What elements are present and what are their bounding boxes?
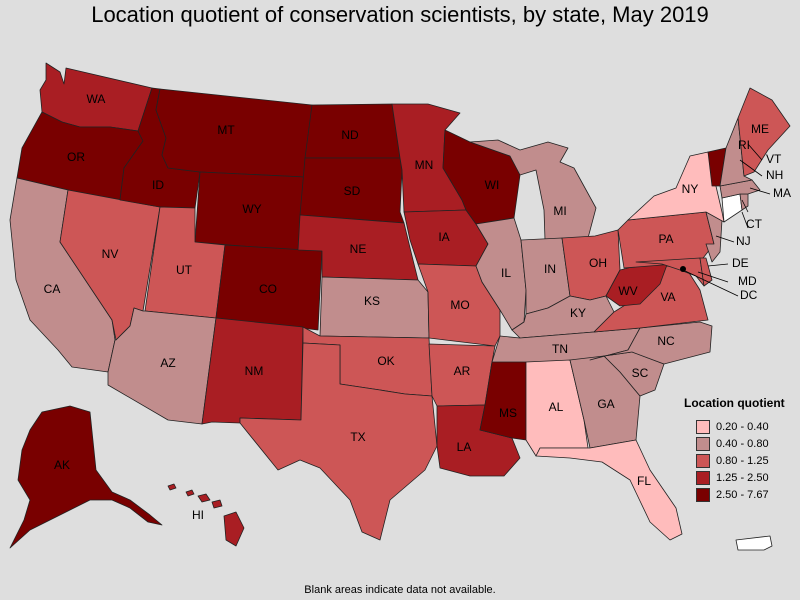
state-label-nc: NC bbox=[657, 334, 675, 348]
legend-label: 0.40 - 0.80 bbox=[716, 437, 769, 450]
state-label-az: AZ bbox=[160, 356, 175, 370]
state-label-nj: NJ bbox=[736, 234, 751, 248]
state-label-ar: AR bbox=[454, 364, 471, 378]
legend-item: 1.25 - 2.50 bbox=[684, 469, 796, 486]
state-label-ne: NE bbox=[350, 242, 367, 256]
state-label-mt: MT bbox=[217, 123, 235, 137]
state-tx[interactable] bbox=[239, 342, 438, 541]
legend-swatch bbox=[696, 470, 710, 485]
state-label-fl: FL bbox=[637, 474, 651, 488]
state-label-ia: IA bbox=[438, 230, 449, 244]
state-label-ca: CA bbox=[44, 282, 61, 296]
state-label-ut: UT bbox=[176, 263, 193, 277]
state-label-wi: WI bbox=[485, 178, 500, 192]
state-label-la: LA bbox=[457, 440, 472, 454]
legend-swatch bbox=[696, 419, 710, 434]
state-label-nm: NM bbox=[245, 364, 264, 378]
state-label-ma: MA bbox=[773, 186, 791, 200]
state-mi[interactable] bbox=[469, 139, 597, 241]
state-label-mi: MI bbox=[553, 204, 566, 218]
state-label-ga: GA bbox=[597, 397, 614, 411]
state-label-ri: RI bbox=[738, 138, 750, 152]
state-me[interactable] bbox=[737, 87, 791, 177]
footnote: Blank areas indicate data not available. bbox=[304, 584, 496, 596]
legend-swatch bbox=[696, 487, 710, 502]
legend-swatch bbox=[696, 453, 710, 468]
legend-item: 0.20 - 0.40 bbox=[684, 418, 796, 435]
state-label-al: AL bbox=[549, 400, 564, 414]
state-ct[interactable] bbox=[721, 193, 743, 223]
state-label-ky: KY bbox=[570, 306, 586, 320]
state-label-dc: DC bbox=[740, 288, 758, 302]
state-co[interactable] bbox=[215, 244, 323, 331]
state-label-id: ID bbox=[152, 178, 164, 192]
state-label-oh: OH bbox=[589, 256, 607, 270]
state-label-nv: NV bbox=[102, 247, 119, 261]
state-label-mn: MN bbox=[415, 158, 434, 172]
state-label-il: IL bbox=[501, 266, 511, 280]
state-label-ct: CT bbox=[746, 217, 763, 231]
legend-item: 2.50 - 7.67 bbox=[684, 486, 796, 503]
state-label-ms: MS bbox=[499, 406, 517, 420]
state-label-hi: HI bbox=[192, 508, 204, 522]
state-nh[interactable] bbox=[719, 117, 753, 187]
state-label-sc: SC bbox=[632, 366, 649, 380]
state-label-ks: KS bbox=[364, 294, 380, 308]
state-label-ok: OK bbox=[377, 354, 394, 368]
legend-title: Location quotient bbox=[684, 396, 785, 410]
territory-pr[interactable] bbox=[735, 535, 773, 551]
state-label-md: MD bbox=[738, 274, 757, 288]
legend-label: 0.80 - 1.25 bbox=[716, 454, 769, 467]
state-label-or: OR bbox=[67, 150, 85, 164]
legend: Location quotient 0.20 - 0.40 0.40 - 0.80… bbox=[684, 396, 796, 503]
state-label-tx: TX bbox=[350, 430, 365, 444]
state-label-mo: MO bbox=[450, 298, 469, 312]
state-label-de: DE bbox=[732, 256, 749, 270]
state-labels: WA OR CA NV ID MT WY UT AZ CO NM ND SD NE KS OK TX MN IA MO… bbox=[44, 92, 791, 522]
state-hi[interactable] bbox=[167, 483, 245, 547]
legend-item: 0.80 - 1.25 bbox=[684, 452, 796, 469]
state-label-co: CO bbox=[259, 282, 277, 296]
state-label-ak: AK bbox=[54, 458, 70, 472]
legend-label: 2.50 - 7.67 bbox=[716, 488, 769, 501]
state-label-tn: TN bbox=[552, 342, 568, 356]
state-label-ny: NY bbox=[682, 182, 699, 196]
label-leader-lines bbox=[682, 143, 771, 297]
legend-swatch bbox=[696, 436, 710, 451]
state-ak[interactable] bbox=[9, 405, 163, 549]
legend-item: 0.40 - 0.80 bbox=[684, 435, 796, 452]
state-fl[interactable] bbox=[535, 439, 683, 541]
state-label-nh: NH bbox=[766, 168, 783, 182]
state-label-wy: WY bbox=[242, 202, 261, 216]
state-label-va: VA bbox=[660, 290, 675, 304]
state-de[interactable] bbox=[699, 257, 713, 287]
map-title: Location quotient of conservation scient… bbox=[91, 2, 709, 27]
legend-label: 1.25 - 2.50 bbox=[716, 471, 769, 484]
state-label-vt: VT bbox=[766, 152, 782, 166]
state-label-wv: WV bbox=[618, 284, 637, 298]
state-label-wa: WA bbox=[87, 92, 106, 106]
state-label-me: ME bbox=[751, 122, 769, 136]
state-label-in: IN bbox=[544, 262, 556, 276]
legend-label: 0.20 - 0.40 bbox=[716, 420, 769, 433]
state-nc[interactable] bbox=[589, 321, 713, 365]
state-label-nd: ND bbox=[341, 128, 359, 142]
state-label-sd: SD bbox=[344, 184, 361, 198]
state-label-pa: PA bbox=[658, 232, 673, 246]
